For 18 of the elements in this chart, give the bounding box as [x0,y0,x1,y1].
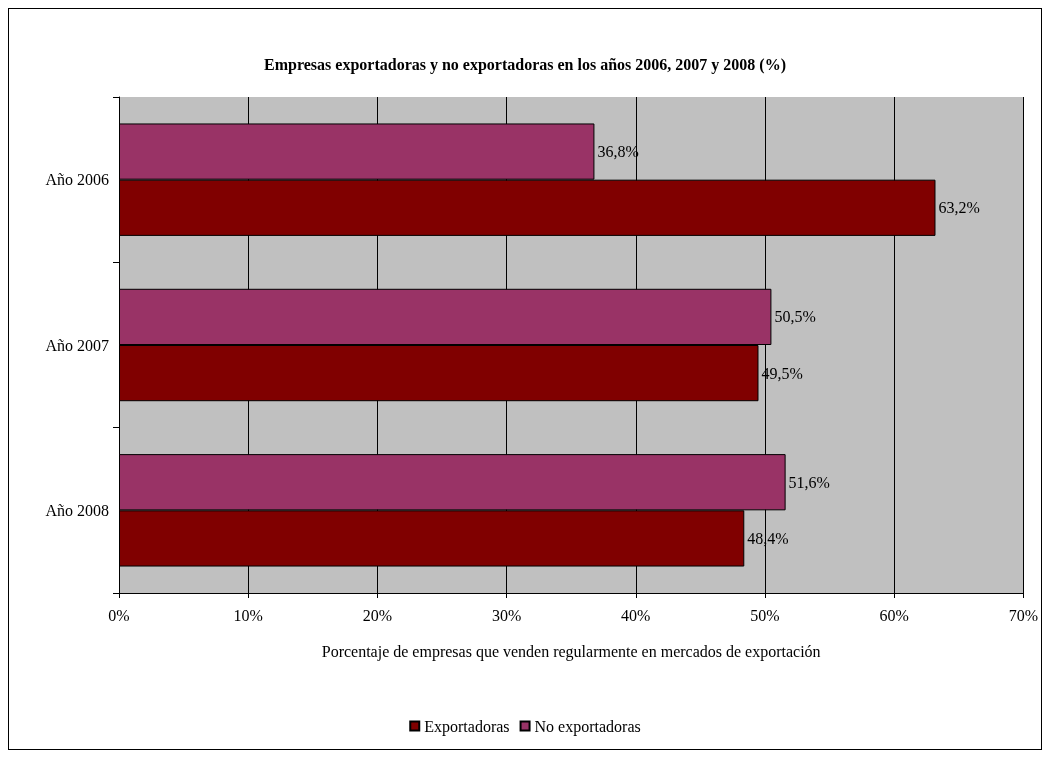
y-tick-label: Año 2007 [45,336,109,354]
data-label: 50,5% [774,308,816,326]
legend-label: Exportadoras [424,717,510,736]
x-tick-label: 0% [108,606,130,624]
data-label: 63,2% [938,199,980,217]
x-tick-label: 50% [750,606,780,624]
y-tick-label: Año 2006 [45,171,109,189]
x-tick-label: 30% [491,606,522,624]
x-tick-label: 40% [621,606,651,624]
data-label: 51,6% [788,473,830,491]
x-axis-title: Porcentaje de empresas que venden regularmente en mercados de exportación [321,642,821,661]
x-tick-label: 10% [233,606,263,624]
y-tick-label: Año 2008 [45,501,109,519]
legend-label: No exportadoras [534,717,641,736]
x-tick-label: 70% [1008,606,1038,624]
x-tick-label: 20% [362,606,393,624]
chart-title: Empresas exportadoras y no exportadoras en los años 2006, 2007 y 2008 (%) [264,55,786,74]
x-tick-label: 60% [879,606,909,624]
